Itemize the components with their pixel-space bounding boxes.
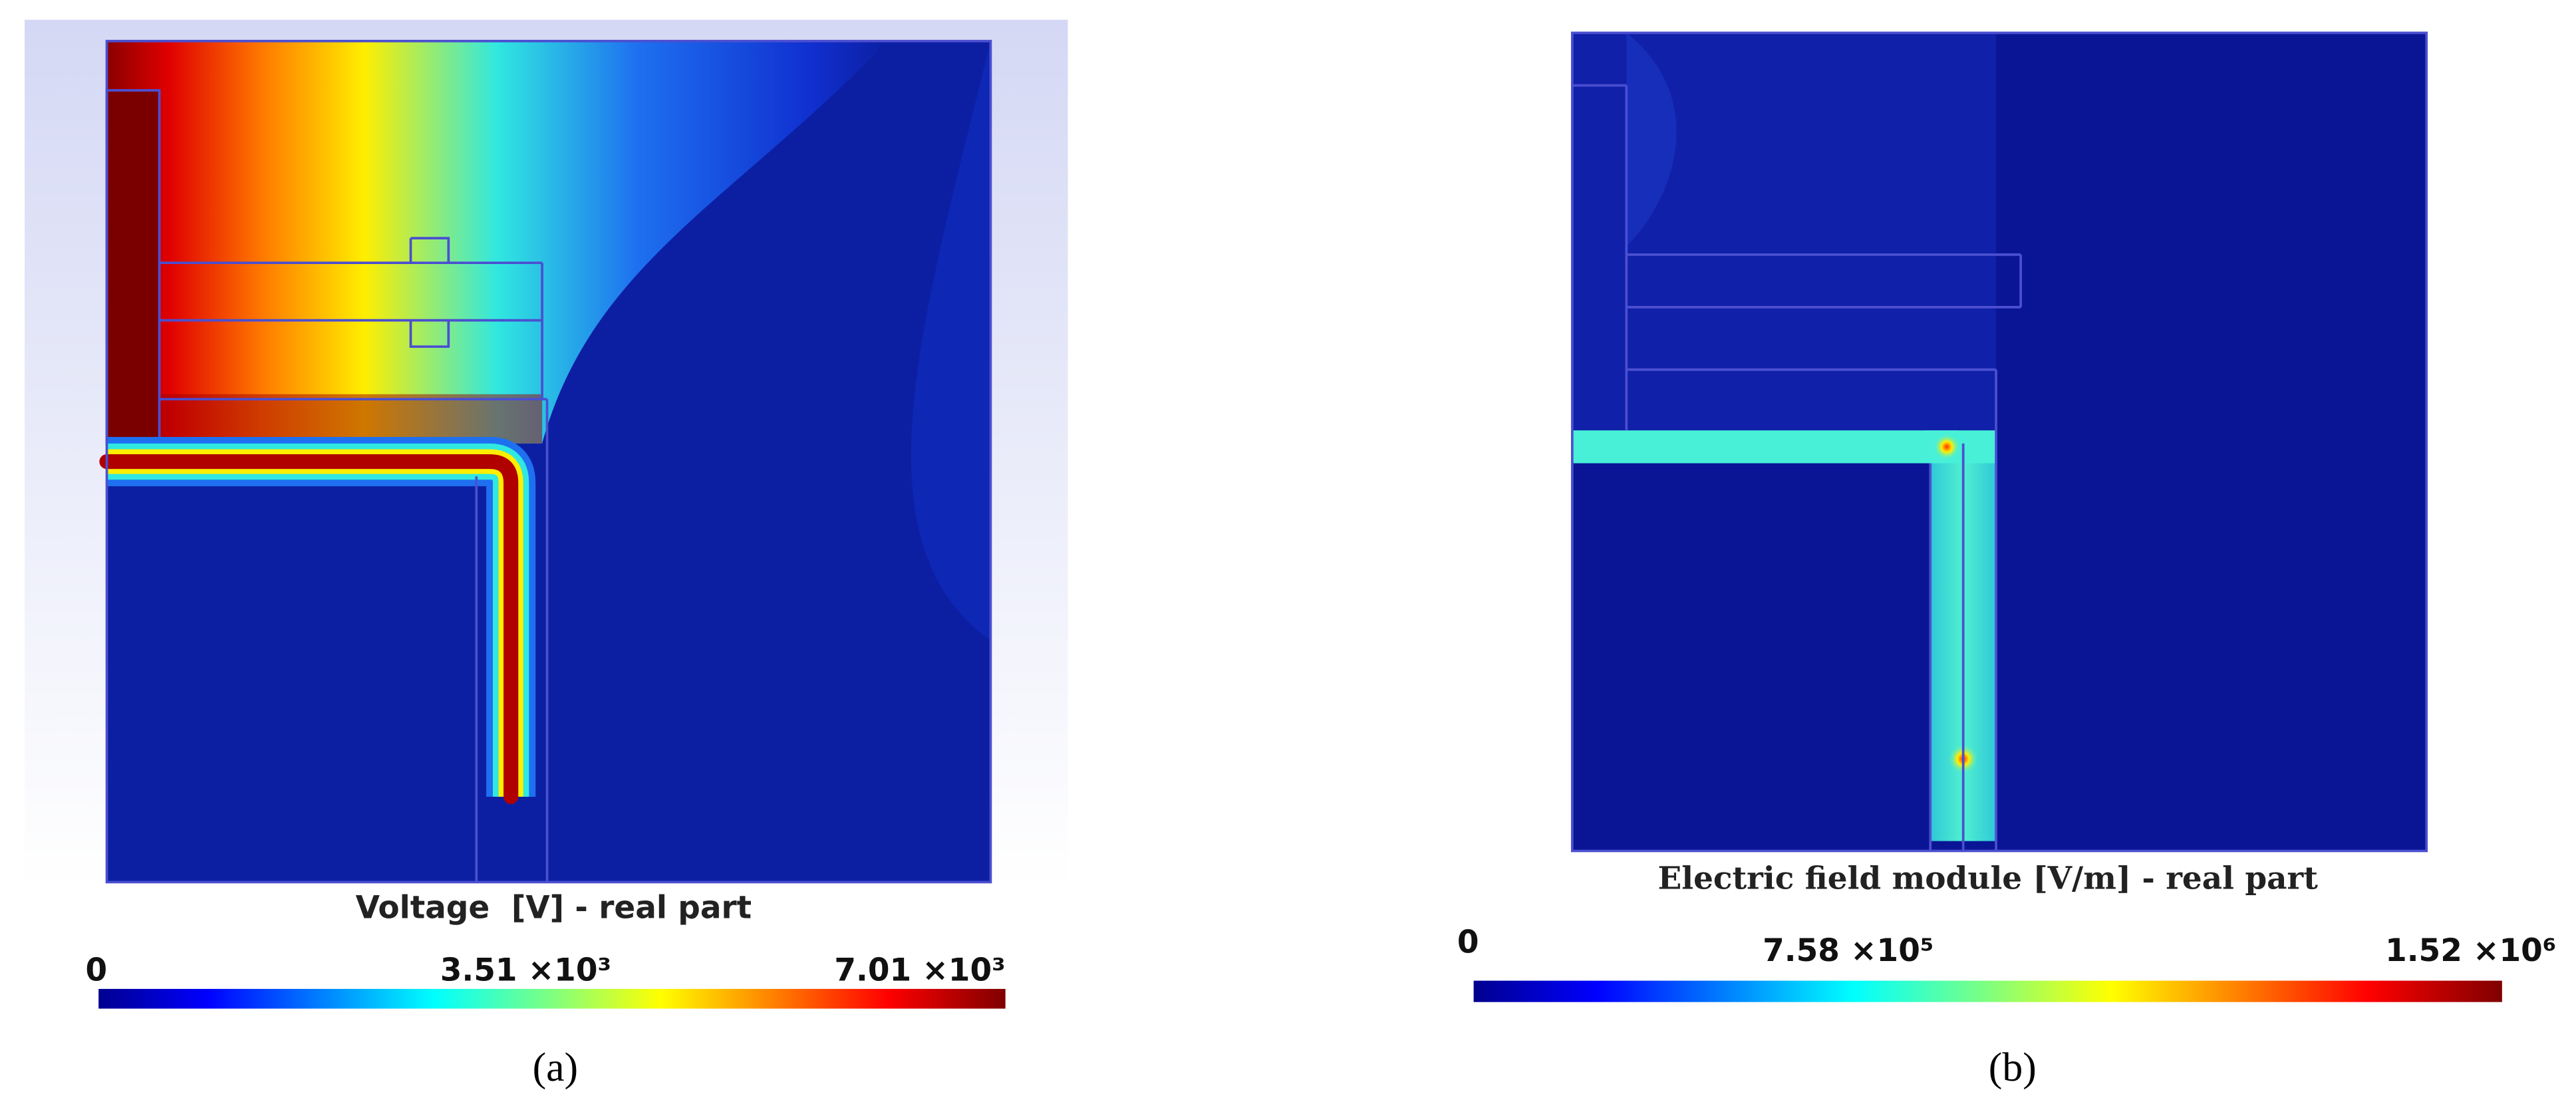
colorbar-label: 7.58 ×10⁵ — [1763, 932, 1933, 969]
colorbar-label: 1.52 ×10⁶ — [2385, 932, 2556, 969]
caption: (a) — [533, 1045, 579, 1090]
panel-title: Voltage [V] - real part — [356, 890, 752, 926]
field-region — [106, 41, 887, 444]
panel-a: Voltage [V] - real part 0 3.51 ×10³ 7.01… — [25, 19, 1068, 1090]
hot-spot — [1933, 434, 1960, 460]
colorbar-label: 3.51 ×10³ — [440, 952, 611, 989]
plot-border — [1570, 31, 2428, 853]
field-region — [106, 394, 543, 444]
geometry-outline — [1572, 84, 2022, 851]
colorbar — [98, 988, 1006, 1009]
field-region — [1626, 33, 1677, 247]
colorbar-label: 0 — [85, 952, 107, 989]
panel-title: Electric field module [V/m] - real part — [1657, 860, 2318, 897]
field-region — [1572, 33, 1997, 431]
geometry-outline — [159, 237, 549, 883]
caption: (b) — [1989, 1045, 2037, 1090]
electrode — [105, 88, 161, 445]
plot-border — [105, 39, 992, 884]
colorbar — [1473, 980, 2502, 1002]
field-region — [911, 41, 991, 641]
colorbar-label: 0 — [1457, 924, 1479, 961]
conductor — [1572, 430, 1959, 464]
panel-b: Electric field module [V/m] - real part … — [1457, 31, 2556, 1090]
conductor — [99, 454, 519, 805]
colorbar-label: 7.01 ×10³ — [834, 952, 1005, 989]
